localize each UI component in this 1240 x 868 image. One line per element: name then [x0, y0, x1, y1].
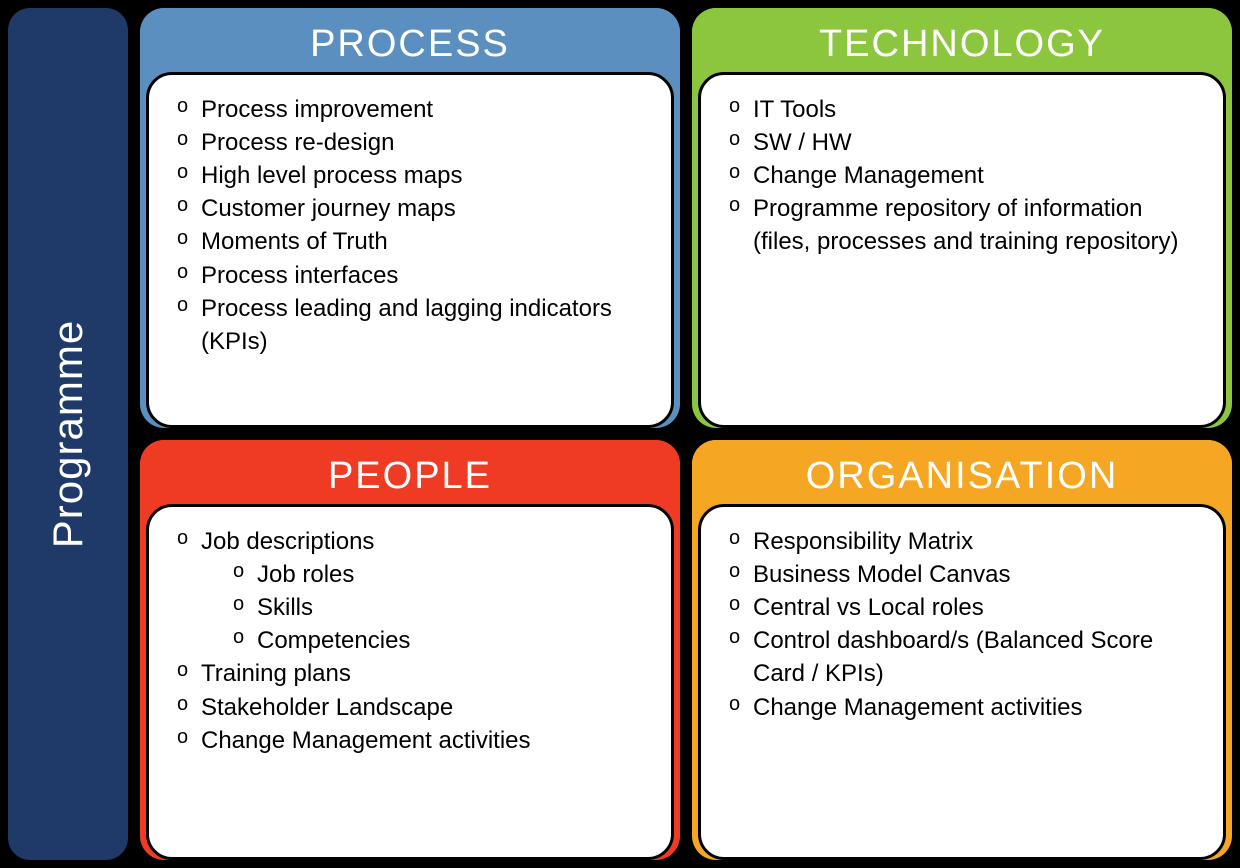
list-item: Moments of Truth [173, 225, 647, 258]
organisation-header: ORGANISATION [692, 440, 1232, 512]
process-card: PROCESS Process improvementProcess re-de… [140, 8, 680, 428]
list-item: Training plans [173, 657, 647, 690]
organisation-card: ORGANISATION Responsibility MatrixBusine… [692, 440, 1232, 860]
list-item: Business Model Canvas [725, 558, 1199, 591]
list-item: Customer journey maps [173, 192, 647, 225]
list-item: Change Management [725, 159, 1199, 192]
technology-body: IT ToolsSW / HWChange ManagementProgramm… [698, 72, 1226, 428]
list-item: Process leading and lagging indicators (… [173, 292, 647, 358]
list-item: Control dashboard/s (Balanced Score Card… [725, 624, 1199, 690]
list-item: Process re-design [173, 126, 647, 159]
programme-label: Programme [44, 320, 92, 548]
technology-card: TECHNOLOGY IT ToolsSW / HWChange Managem… [692, 8, 1232, 428]
programme-diagram: Programme PROCESS Process improvementPro… [8, 8, 1232, 860]
list-item: IT Tools [725, 93, 1199, 126]
list-item: Stakeholder Landscape [173, 691, 647, 724]
people-list: Job descriptionsJob rolesSkillsCompetenc… [173, 525, 647, 757]
list-item: Change Management activities [725, 691, 1199, 724]
list-item: Process improvement [173, 93, 647, 126]
people-header: PEOPLE [140, 440, 680, 512]
list-item: Programme repository of information (fil… [725, 192, 1199, 258]
organisation-list: Responsibility MatrixBusiness Model Canv… [725, 525, 1199, 724]
list-item: Responsibility Matrix [725, 525, 1199, 558]
people-sublist: Job rolesSkillsCompetencies [229, 558, 647, 657]
list-item: High level process maps [173, 159, 647, 192]
list-item: Competencies [229, 624, 647, 657]
list-item: Change Management activities [173, 724, 647, 757]
organisation-body: Responsibility MatrixBusiness Model Canv… [698, 504, 1226, 860]
list-item: Skills [229, 591, 647, 624]
list-item: Central vs Local roles [725, 591, 1199, 624]
list-item: Job descriptions [173, 525, 647, 558]
technology-header: TECHNOLOGY [692, 8, 1232, 80]
process-list: Process improvementProcess re-designHigh… [173, 93, 647, 358]
people-body: Job descriptionsJob rolesSkillsCompetenc… [146, 504, 674, 860]
card-grid: PROCESS Process improvementProcess re-de… [128, 8, 1232, 860]
process-header: PROCESS [140, 8, 680, 80]
list-item: SW / HW [725, 126, 1199, 159]
list-item: Process interfaces [173, 259, 647, 292]
technology-list: IT ToolsSW / HWChange ManagementProgramm… [725, 93, 1199, 259]
process-body: Process improvementProcess re-designHigh… [146, 72, 674, 428]
programme-sidebar: Programme [8, 8, 128, 860]
people-card: PEOPLE Job descriptionsJob rolesSkillsCo… [140, 440, 680, 860]
list-item: Job roles [229, 558, 647, 591]
